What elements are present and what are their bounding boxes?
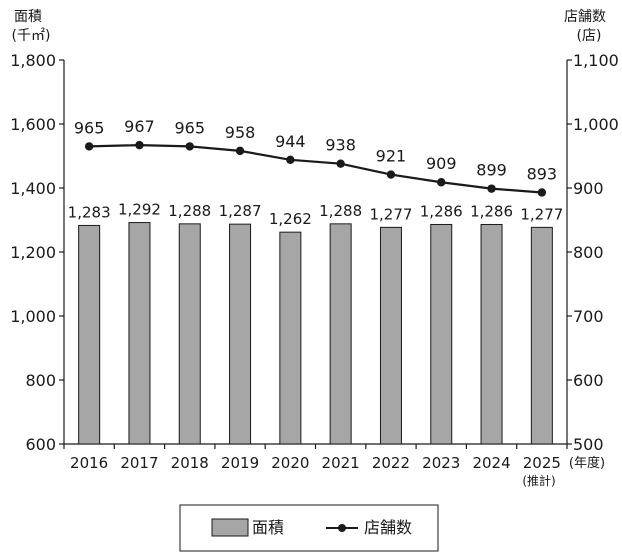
area-bar [279, 231, 302, 445]
left-tick-label: 1,400 [10, 179, 56, 198]
area-bar [78, 224, 101, 445]
area-bar [480, 223, 503, 445]
legend-bar-swatch [211, 518, 249, 537]
x-tick-label: 2021 [322, 454, 360, 472]
left-tick-label: 1,000 [10, 307, 56, 326]
x-tick-label: 2022 [372, 454, 410, 472]
store-count-label: 965 [174, 118, 205, 137]
store-count-point [537, 188, 547, 197]
right-tick-label: 1,000 [573, 115, 619, 134]
store-count-label: 921 [376, 147, 407, 166]
legend-line-marker [338, 524, 346, 532]
area-bar [430, 223, 453, 445]
area-bar [128, 222, 151, 445]
area-bar-label: 1,283 [68, 203, 111, 221]
left-axis-unit: (千㎡) [12, 28, 51, 44]
store-count-label: 944 [275, 132, 306, 151]
right-tick-label: 900 [573, 179, 604, 198]
x-category-note: (推計) [522, 473, 555, 488]
area-bar-label: 1,262 [269, 210, 312, 228]
x-axis-unit: (年度) [569, 455, 605, 471]
area-bar-label: 1,288 [319, 202, 362, 220]
x-tick-label: 2024 [472, 454, 510, 472]
right-tick-label: 800 [573, 243, 604, 262]
axes: 600 800 1,000 1,200 1,400 1,600 1,800 500 600 700… [10, 51, 619, 454]
store-count-label: 967 [124, 117, 155, 136]
x-tick-label: 2025 [523, 454, 561, 472]
right-tick-label: 1,100 [573, 51, 619, 70]
store-count-point [336, 159, 345, 168]
area-bar [530, 226, 553, 445]
x-tick-label: 2019 [221, 454, 259, 472]
store-count-point [286, 155, 295, 165]
left-axis-title: 面積 [14, 9, 42, 25]
left-tick-label: 600 [25, 435, 56, 454]
store-count-line [84, 140, 547, 197]
store-count-label: 909 [426, 154, 457, 173]
store-count-polyline [89, 144, 542, 194]
area-bar-label: 1,292 [118, 201, 161, 219]
area-bar-label: 1,277 [520, 205, 563, 223]
left-tick-label: 1,600 [10, 115, 56, 134]
store-count-label: 893 [527, 164, 558, 183]
area-bar-label: 1,277 [369, 205, 412, 223]
x-tick-label: 2020 [271, 454, 309, 472]
right-axis-title: 店舗数 [564, 9, 606, 25]
store-count-point [235, 146, 245, 156]
area-bar [379, 226, 402, 445]
store-count-point [135, 140, 144, 150]
x-tick-label: 2023 [422, 454, 460, 472]
right-tick-label: 600 [573, 371, 604, 390]
area-bar-label: 1,288 [168, 202, 211, 220]
store-count-point [386, 170, 396, 179]
area-bar [178, 223, 201, 445]
legend-label-stores: 店舗数 [364, 518, 412, 537]
legend: 面積 店舗数 [179, 504, 439, 552]
area-bar-label: 1,286 [470, 202, 513, 220]
area-bar [229, 223, 252, 445]
left-tick-label: 800 [25, 371, 56, 390]
x-tick-label: 2017 [120, 454, 158, 472]
legend-label-area: 面積 [252, 518, 284, 537]
store-count-label: 899 [476, 161, 507, 180]
right-tick-label: 700 [573, 307, 604, 326]
left-tick-label: 1,800 [10, 51, 56, 70]
store-count-label: 938 [325, 136, 356, 155]
right-axis-unit: (店) [577, 28, 602, 44]
x-tick-label: 2018 [171, 454, 209, 472]
x-tick-label: 2016 [70, 454, 108, 472]
store-count-point [84, 142, 94, 151]
store-count-point [437, 178, 446, 187]
area-bars [78, 222, 553, 445]
store-count-point [185, 142, 194, 151]
store-count-labels: 965 967 965 958 944 938 921 909 899 893 [74, 117, 557, 183]
left-tick-label: 1,200 [10, 243, 56, 262]
store-count-label: 958 [225, 123, 256, 142]
x-tick-labels: 2016 2017 2018 2019 2020 2021 2022 2023 2024 2025 [70, 454, 561, 472]
right-tick-label: 500 [573, 435, 604, 454]
store-count-point [487, 184, 496, 193]
store-count-label: 965 [74, 118, 105, 137]
area-bar-label: 1,286 [420, 202, 463, 220]
area-bar-labels: 1,283 1,292 1,288 1,287 1,262 1,288 1,277 1,286… [68, 201, 564, 229]
area-bar [329, 223, 352, 445]
area-bar-label: 1,287 [219, 202, 262, 220]
